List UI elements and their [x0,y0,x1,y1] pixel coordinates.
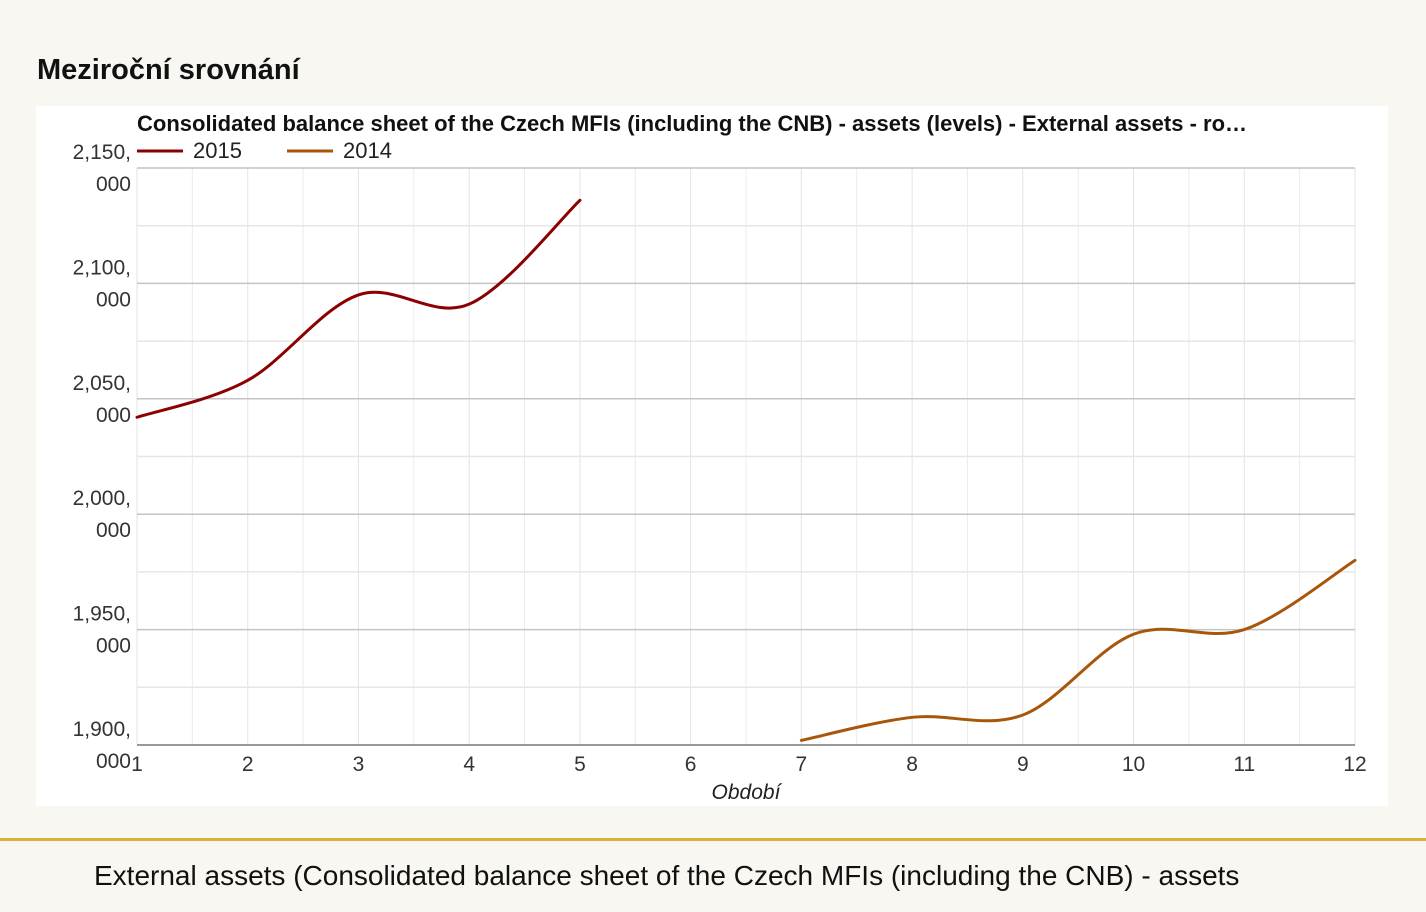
x-tick-label: 1 [131,753,143,776]
y-tick-label: 000 [96,404,131,427]
legend-item-label[interactable]: 2015 [193,138,242,163]
y-tick-label: 000 [96,173,131,196]
x-tick-label: 5 [574,753,586,776]
section-divider [0,838,1426,841]
y-tick-label: 000 [96,519,131,542]
chart-panel: 1,900, 000 1,950, 000 2,000, 000 2,050, 000 2,10… [36,106,1388,806]
x-tick-label: 8 [906,753,918,776]
x-tick-label: 2 [242,753,254,776]
x-tick-label: 3 [353,753,365,776]
x-tick-label: 12 [1343,753,1366,776]
line-chart: 1,900, 000 1,950, 000 2,000, 000 2,050, 000 2,10… [73,111,1367,804]
y-tick-label: 2,150, [73,141,131,164]
y-tick-label: 2,100, [73,256,131,279]
x-tick-label: 7 [796,753,808,776]
x-tick-label: 9 [1017,753,1029,776]
x-tick-label: 10 [1122,753,1145,776]
chart-caption: External assets (Consolidated balance sh… [94,860,1240,891]
section-title: Meziroční srovnání [37,54,300,86]
legend-item-label[interactable]: 2014 [343,138,392,163]
x-tick-label: 4 [463,753,475,776]
y-tick-label: 1,900, [73,718,131,741]
x-tick-label: 11 [1233,753,1255,776]
x-axis-title: Období [712,781,783,804]
series-line-2015 [135,198,582,419]
y-tick-label: 000 [96,288,131,311]
y-tick-label: 1,950, [73,603,131,626]
y-tick-label: 2,050, [73,372,131,395]
y-tick-label: 000 [96,750,131,773]
x-tick-label: 6 [685,753,697,776]
chart-title: Consolidated balance sheet of the Czech … [137,111,1247,136]
series-line-2014 [799,558,1357,742]
y-tick-label: 000 [96,635,131,658]
y-tick-label: 2,000, [73,487,131,510]
